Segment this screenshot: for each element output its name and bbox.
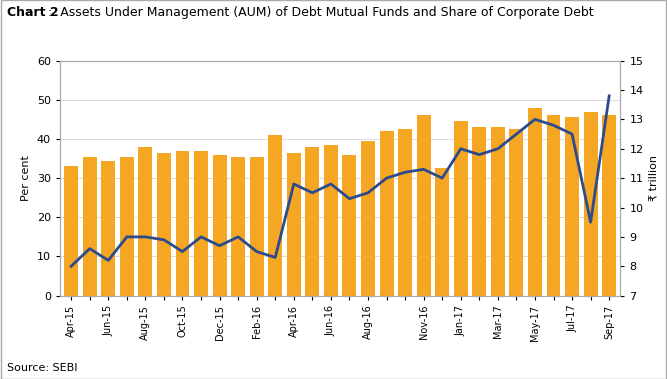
Bar <box>510 129 524 296</box>
Bar <box>231 157 245 296</box>
Bar <box>417 116 431 296</box>
Bar <box>213 155 227 296</box>
Bar <box>324 145 338 296</box>
Bar <box>528 108 542 296</box>
Bar <box>342 155 356 296</box>
Bar <box>398 129 412 296</box>
Bar <box>380 131 394 296</box>
Text: :  Assets Under Management (AUM) of Debt Mutual Funds and Share of Corporate Deb: : Assets Under Management (AUM) of Debt … <box>48 6 594 19</box>
Y-axis label: Per cent: Per cent <box>21 155 31 201</box>
Text: Chart 2: Chart 2 <box>7 6 58 19</box>
Bar <box>472 127 486 296</box>
Bar <box>436 168 449 296</box>
Bar <box>120 157 134 296</box>
Bar <box>157 153 171 296</box>
Bar <box>287 153 301 296</box>
Text: Source: SEBI: Source: SEBI <box>7 363 77 373</box>
Bar <box>64 166 78 296</box>
Y-axis label: ₹ trillion: ₹ trillion <box>649 155 659 201</box>
Bar <box>139 147 152 296</box>
Bar <box>268 135 282 296</box>
Bar <box>454 121 468 296</box>
Bar <box>584 111 598 296</box>
Bar <box>361 141 375 296</box>
Bar <box>101 161 115 296</box>
Bar <box>194 151 208 296</box>
Bar <box>546 116 560 296</box>
Bar <box>565 117 579 296</box>
Bar <box>602 116 616 296</box>
Bar <box>305 147 319 296</box>
Bar <box>249 157 263 296</box>
Bar <box>491 127 505 296</box>
Bar <box>83 157 97 296</box>
Bar <box>175 151 189 296</box>
